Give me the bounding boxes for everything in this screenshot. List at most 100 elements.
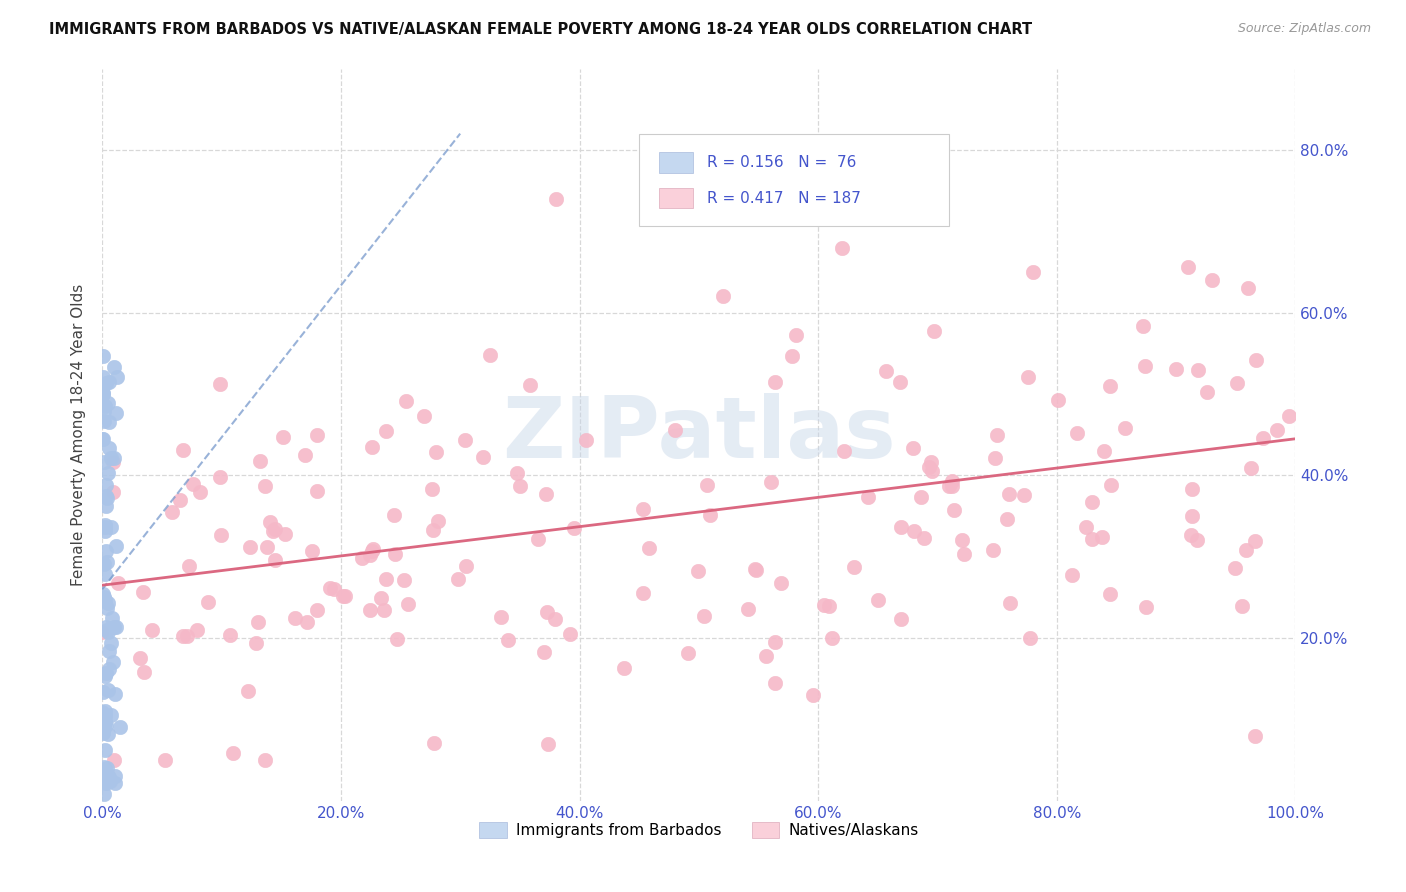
Point (186, 623, 208, 637)
Point (94, 666, 117, 681)
Point (1177, 260, 1199, 274)
Point (818, 599, 841, 613)
Point (169, 492, 191, 507)
Point (105, 539, 128, 553)
Point (259, 515, 281, 529)
Point (93, 385, 115, 400)
Point (763, 634, 786, 648)
Point (986, 428, 1008, 442)
Point (422, 736, 444, 750)
Point (533, 645, 555, 659)
Point (536, 605, 558, 619)
Point (323, 582, 346, 596)
Point (1081, 532, 1104, 546)
Point (97, 466, 120, 480)
Point (264, 553, 287, 567)
Point (1099, 478, 1122, 492)
Point (1047, 393, 1070, 408)
Point (108, 720, 131, 734)
Point (1246, 352, 1268, 367)
Text: ZIPatlas: ZIPatlas (502, 393, 896, 476)
Point (361, 541, 384, 556)
Point (284, 611, 307, 625)
Point (842, 559, 865, 574)
Point (96, 555, 118, 569)
Point (100, 450, 122, 465)
Point (97, 376, 120, 390)
Point (412, 409, 434, 423)
Point (1277, 409, 1299, 424)
Point (94, 399, 117, 413)
Point (94, 544, 117, 558)
Point (91, 587, 114, 601)
FancyBboxPatch shape (640, 135, 949, 226)
Point (1180, 528, 1202, 542)
Point (103, 450, 125, 465)
Point (382, 508, 405, 522)
Point (131, 585, 153, 599)
Point (101, 656, 124, 670)
Point (1226, 376, 1249, 391)
Point (361, 440, 384, 454)
Point (93, 455, 115, 469)
Point (94, 669, 117, 683)
Point (866, 592, 889, 607)
Point (97, 662, 120, 676)
Point (247, 615, 270, 630)
Point (1236, 543, 1258, 558)
Point (998, 487, 1021, 501)
Point (94, 763, 117, 777)
Point (359, 549, 381, 563)
Point (91, 432, 114, 446)
Point (94, 517, 117, 532)
Text: IMMIGRANTS FROM BARBADOS VS NATIVE/ALASKAN FEMALE POVERTY AMONG 18-24 YEAR OLDS : IMMIGRANTS FROM BARBADOS VS NATIVE/ALASK… (49, 22, 1032, 37)
Point (332, 589, 354, 603)
Point (384, 547, 406, 561)
Point (1114, 421, 1136, 435)
Point (903, 524, 925, 539)
Point (91, 432, 114, 446)
Point (950, 533, 973, 548)
Point (1236, 281, 1258, 295)
Point (104, 619, 127, 633)
Point (129, 651, 152, 665)
Point (103, 753, 125, 767)
Point (97, 625, 120, 640)
Point (769, 576, 792, 591)
Point (103, 455, 125, 469)
Point (912, 531, 935, 545)
Point (1240, 461, 1263, 475)
Point (262, 524, 284, 538)
Point (889, 376, 911, 390)
Point (105, 370, 128, 384)
Point (890, 612, 912, 626)
Point (1098, 379, 1121, 393)
Point (93, 414, 115, 428)
Point (91, 378, 114, 392)
Point (100, 636, 122, 650)
Point (103, 359, 125, 374)
Point (98, 770, 121, 784)
Point (1135, 600, 1157, 615)
Point (890, 519, 912, 533)
Point (305, 428, 328, 442)
Point (96, 376, 118, 391)
Point (422, 524, 444, 538)
Point (97, 727, 120, 741)
Point (177, 558, 200, 573)
Point (319, 581, 342, 595)
Point (238, 684, 260, 698)
Point (197, 594, 219, 608)
Point (1166, 362, 1188, 376)
Point (938, 479, 960, 493)
Point (633, 501, 655, 516)
Point (188, 484, 211, 499)
Point (1244, 729, 1267, 743)
Point (172, 629, 194, 643)
Text: Source: ZipAtlas.com: Source: ZipAtlas.com (1237, 22, 1371, 36)
Point (1181, 483, 1204, 497)
Point (686, 564, 709, 578)
Point (1223, 561, 1246, 575)
Point (294, 449, 316, 463)
Point (856, 490, 879, 504)
